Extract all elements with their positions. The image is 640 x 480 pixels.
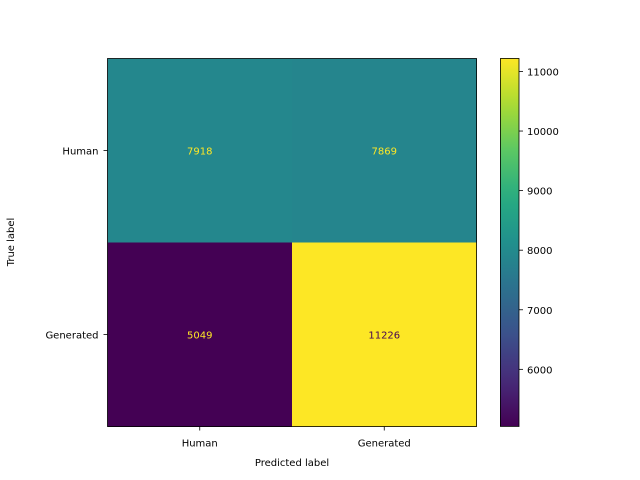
colorbar <box>500 58 519 426</box>
y-axis-label: True label <box>6 218 17 268</box>
x-axis-label: Predicted label <box>255 458 329 469</box>
y-tick-label: Human <box>62 147 98 158</box>
colorbar-ticks: 6000 7000 8000 9000 10000 11000 <box>519 67 559 376</box>
y-axis-ticks: Human Generated <box>45 147 108 342</box>
colorbar-frame <box>500 58 520 427</box>
colorbar-tick-label: 6000 <box>527 365 552 376</box>
matrix-cells: 7918 7869 5049 11226 <box>107 58 477 427</box>
matrix-cell <box>292 242 477 427</box>
matrix-cell <box>107 58 293 243</box>
x-axis-ticks: Human Generated <box>182 426 411 450</box>
colorbar-tick-label: 9000 <box>527 187 552 198</box>
cell-value-label: 7918 <box>187 147 212 158</box>
colorbar-tick-label: 7000 <box>527 306 552 317</box>
colorbar-tick-label: 10000 <box>527 127 559 138</box>
cell-value-label: 11226 <box>368 331 400 342</box>
matrix-cell <box>292 58 477 243</box>
cell-value-label: 7869 <box>372 147 397 158</box>
x-tick-label: Human <box>182 439 218 450</box>
colorbar-tick-label: 11000 <box>527 67 559 78</box>
colorbar-tick-label: 8000 <box>527 246 552 257</box>
matrix-frame <box>107 58 477 427</box>
y-tick-label: Generated <box>45 331 98 342</box>
x-tick-label: Generated <box>358 439 411 450</box>
matrix-cell <box>107 242 293 427</box>
cell-value-label: 5049 <box>187 331 212 342</box>
